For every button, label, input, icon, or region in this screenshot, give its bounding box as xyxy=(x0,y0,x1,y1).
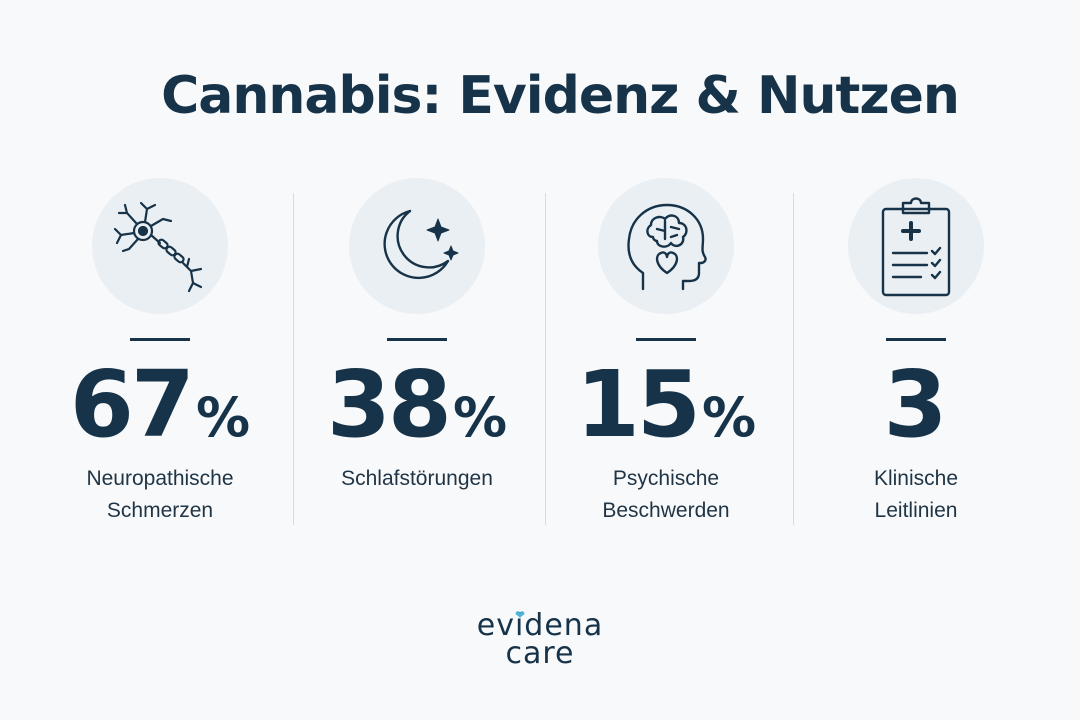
clipboard-medical-icon xyxy=(881,197,951,297)
divider-dash xyxy=(886,338,946,341)
icon-circle xyxy=(848,178,984,314)
column-divider xyxy=(293,193,294,525)
stat-value: 3 xyxy=(883,351,947,458)
page-title: Cannabis: Evidenz & Nutzen xyxy=(161,66,960,126)
stat-clinical-guidelines: 3 Klinische Leitlinien xyxy=(791,178,1041,527)
moon-stars-icon xyxy=(383,209,459,280)
stat-psychological-complaints: 15% Psychische Beschwerden xyxy=(541,178,791,527)
icon-circle xyxy=(349,178,485,314)
stat-label: Schlafstörungen xyxy=(341,467,493,490)
stat-value: 38% xyxy=(326,351,508,458)
stat-sleep-disorders: 38% Schlafstörungen xyxy=(292,178,542,495)
stat-label: Neuropathische Schmerzen xyxy=(86,467,234,522)
stat-value: 15% xyxy=(575,351,757,458)
stat-label: Klinische Leitlinien xyxy=(873,467,959,522)
column-divider xyxy=(545,193,546,525)
divider-dash xyxy=(130,338,190,341)
logo-line-1: evidena xyxy=(476,608,604,643)
stat-neuropathic-pain: 67% Neuropathische Schmerzen xyxy=(35,178,285,527)
divider-dash xyxy=(387,338,447,341)
brand-logo: ❤ evidena care xyxy=(0,608,1080,671)
stat-value: 67% xyxy=(69,351,251,458)
divider-dash xyxy=(636,338,696,341)
heart-icon: ❤ xyxy=(515,608,526,622)
icon-circle xyxy=(92,178,228,314)
head-brain-heart-icon xyxy=(627,203,707,291)
column-divider xyxy=(793,193,794,525)
logo-line-2: care xyxy=(505,636,575,671)
stat-label: Psychische Beschwerden xyxy=(602,467,730,522)
icon-circle xyxy=(598,178,734,314)
neuron-icon xyxy=(113,201,203,293)
